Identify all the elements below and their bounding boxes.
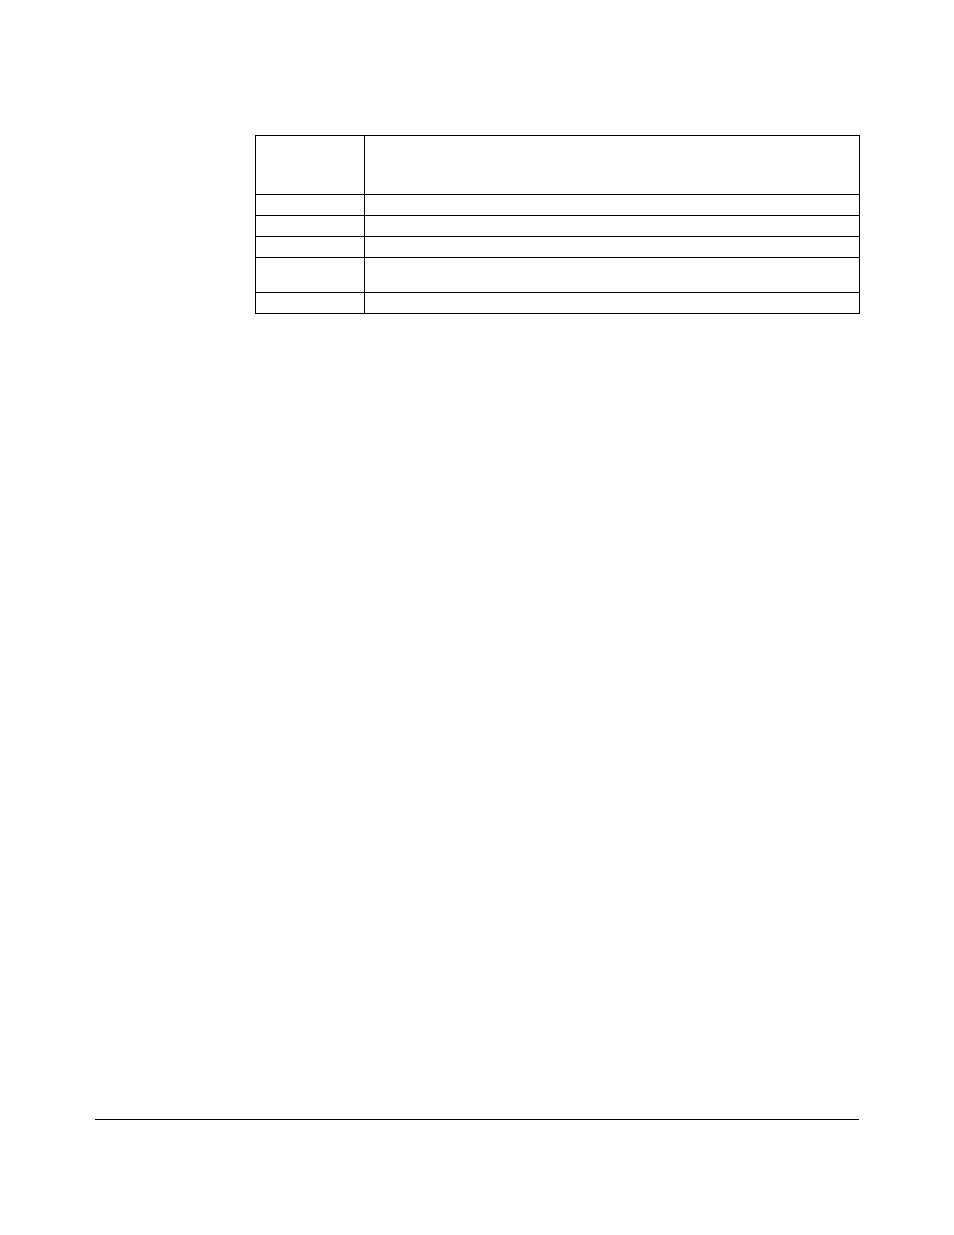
table-cell	[364, 258, 859, 293]
table-cell	[364, 216, 859, 237]
table-row	[256, 237, 860, 258]
table-cell	[364, 237, 859, 258]
table-cell	[256, 195, 365, 216]
table-row	[256, 258, 860, 293]
table-cell	[364, 136, 859, 195]
footer-rule	[95, 1119, 859, 1120]
table-cell	[256, 237, 365, 258]
table-cell	[256, 258, 365, 293]
table-row	[256, 216, 860, 237]
document-page	[0, 0, 954, 1235]
table-cell	[256, 293, 365, 314]
content-table	[255, 135, 860, 314]
table-cell	[364, 293, 859, 314]
table-cell	[256, 216, 365, 237]
table-row	[256, 136, 860, 195]
table-row	[256, 293, 860, 314]
table-cell	[364, 195, 859, 216]
table-cell	[256, 136, 365, 195]
table-row	[256, 195, 860, 216]
